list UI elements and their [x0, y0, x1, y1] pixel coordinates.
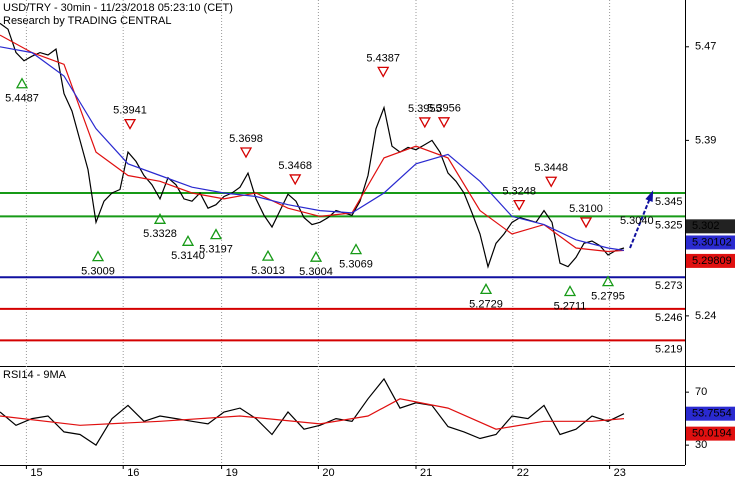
support-label: 5.3004: [299, 266, 333, 278]
support-marker: [209, 228, 223, 240]
support-label: 5.3009: [81, 266, 115, 278]
resistance-label: 5.3248: [502, 186, 536, 198]
value-box-label: 5.29809: [692, 255, 732, 267]
support-marker: [181, 234, 195, 246]
moving-average: [0, 46, 625, 251]
resistance-marker: [239, 147, 253, 159]
rsi-y-tick-label: 70: [695, 386, 707, 398]
value-box: [686, 235, 735, 250]
resistance-marker: [418, 117, 431, 129]
value-box-label: 5.302: [692, 220, 720, 232]
x-tick-label: 23: [614, 467, 626, 479]
moving-average: [0, 34, 625, 253]
resistance-marker: [437, 117, 451, 129]
resistance-marker: [377, 66, 390, 78]
resistance-marker: [545, 176, 558, 188]
support-marker: [91, 250, 105, 262]
y-tick-label: 5.24: [695, 310, 716, 322]
support-marker: [309, 250, 323, 262]
resistance-label: 5.3955: [408, 103, 442, 115]
level-label: 5.273: [655, 280, 683, 292]
value-box: [686, 219, 735, 234]
resistance-marker: [123, 118, 137, 130]
resistance-label: 5.3956: [427, 103, 461, 115]
resistance-label: 5.4387: [366, 52, 400, 64]
support-label: 5.2729: [469, 298, 503, 310]
x-tick-label: 15: [30, 467, 42, 479]
support-marker: [261, 249, 275, 261]
x-tick-label: 21: [420, 467, 432, 479]
level-label: 5.325: [655, 219, 683, 231]
support-label: 5.3328: [143, 228, 177, 240]
support-label: 5.3140: [171, 250, 205, 262]
support-label: 5.3013: [251, 265, 285, 277]
value-box: [686, 253, 735, 268]
forecast-arrowhead: [645, 190, 654, 203]
support-label: 5.4487: [5, 93, 39, 105]
chart-title: USD/TRY - 30min - 11/23/2018 05:23:10 (C…: [3, 2, 233, 14]
value-box-label: 5.30102: [692, 236, 732, 248]
chart-subtitle: Research by TRADING CENTRAL: [3, 15, 172, 27]
resistance-marker: [289, 174, 302, 186]
resistance-label: 5.3100: [569, 203, 603, 215]
rsi-y-tick-label: 30: [695, 439, 707, 451]
rsi-line: [0, 377, 625, 446]
support-marker: [563, 285, 577, 297]
x-tick-label: 19: [226, 467, 238, 479]
resistance-marker: [579, 217, 593, 229]
value-box: [686, 406, 735, 421]
y-tick-label: 5.47: [695, 41, 716, 53]
support-label: 5.3197: [199, 244, 233, 256]
support-marker: [349, 243, 363, 255]
level-label: 5.219: [655, 343, 683, 355]
y-tick-label: 5.39: [695, 134, 716, 146]
resistance-label: 5.3698: [229, 133, 263, 145]
value-box-label: 53.7554: [692, 408, 732, 420]
value-box: [686, 426, 735, 441]
resistance-label: 5.3448: [534, 162, 568, 174]
support-marker: [479, 283, 493, 295]
x-tick-label: 16: [127, 467, 139, 479]
resistance-marker: [513, 200, 526, 211]
support-marker: [153, 212, 167, 224]
note-label: 5.3040: [620, 215, 654, 227]
resistance-label: 5.3468: [278, 160, 312, 172]
rsi-title: RSI14 - 9MA: [3, 369, 67, 381]
support-label: 5.2795: [591, 291, 625, 303]
support-marker: [601, 275, 615, 287]
level-label: 5.246: [655, 312, 683, 324]
support-label: 5.2711: [554, 300, 587, 312]
x-tick-label: 20: [322, 467, 334, 479]
forecast-arrow: [629, 192, 653, 249]
value-box-label: 50.0194: [692, 428, 732, 440]
resistance-label: 5.3941: [113, 104, 147, 116]
support-label: 5.3069: [339, 259, 373, 271]
x-tick-label: 22: [517, 467, 529, 479]
price-line: [0, 22, 625, 269]
level-label: 5.345: [655, 196, 683, 208]
rsi-average: [0, 398, 625, 430]
support-marker: [15, 77, 29, 89]
